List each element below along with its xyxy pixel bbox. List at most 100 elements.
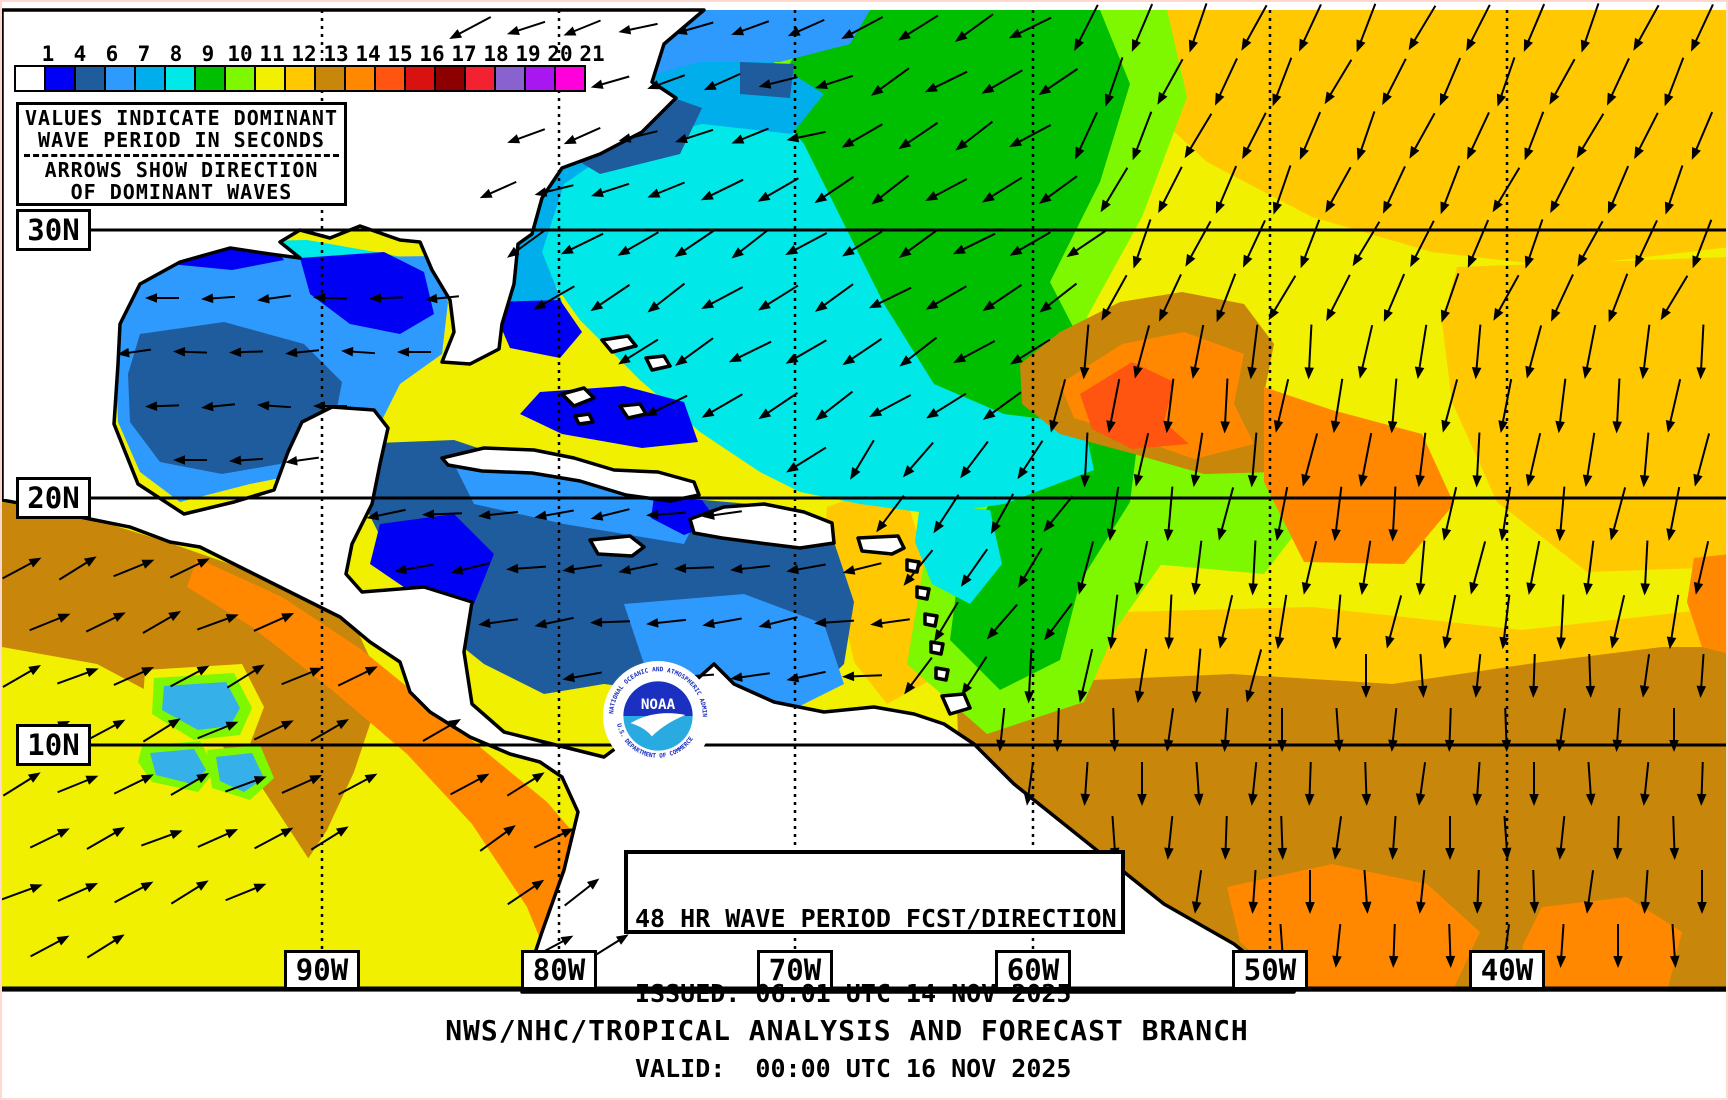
wave-arrow (1273, 57, 1293, 102)
wave-arrow-head (313, 401, 325, 411)
wave-arrow-head (586, 878, 600, 890)
wave-arrow (1328, 274, 1351, 317)
wave-arrow-head (1664, 201, 1674, 215)
wave-arrow-head (85, 668, 99, 678)
wave-arrow-head (1387, 421, 1398, 434)
wave-arrow-head (1331, 847, 1342, 860)
wave-arrow-head (1330, 420, 1341, 434)
wave-arrow (450, 775, 485, 796)
wave-arrow-head (904, 681, 916, 695)
wave-arrow (170, 775, 205, 796)
wave-arrow-head (898, 246, 912, 258)
wave-arrow (874, 394, 912, 416)
wave-arrow-head (674, 25, 688, 35)
wave-arrow-head (1066, 246, 1080, 258)
wave-arrow (1391, 815, 1397, 855)
wave-arrow-head (229, 347, 242, 357)
wave-arrow (1448, 923, 1452, 963)
wave-arrow-head (196, 665, 210, 676)
wave-arrow (1056, 707, 1060, 747)
wave-arrow-head (1551, 308, 1561, 322)
wave-arrow-head (1585, 685, 1596, 698)
wave-arrow-head (961, 682, 973, 696)
wave-arrow-head (1693, 473, 1703, 487)
wave-arrow (1585, 432, 1596, 482)
region-gold-top-right-13s (1097, 10, 1726, 267)
wave-arrow (1615, 707, 1621, 747)
wave-arrow-head (1132, 147, 1142, 161)
wave-arrow (1391, 378, 1398, 428)
wave-arrow-head (1640, 793, 1650, 806)
wave-arrow-head (1356, 39, 1366, 53)
wave-arrow-head (925, 191, 939, 202)
wave-arrow (1019, 440, 1044, 475)
wave-arrow (903, 229, 938, 256)
wave-arrow (1418, 432, 1427, 482)
wave-arrow (1695, 433, 1711, 482)
wave-arrow-head (934, 628, 945, 642)
wave-arrow-head (1106, 420, 1116, 433)
wave-arrow (253, 614, 290, 632)
colorbar-tick-21: 21 (579, 42, 605, 66)
wave-arrow-head (1157, 91, 1168, 105)
wave-arrow-head (422, 509, 435, 520)
wave-arrow-head (1134, 582, 1144, 595)
wave-arrow (58, 558, 93, 581)
wave-arrow (987, 391, 1022, 418)
wave-arrow-head (1669, 847, 1680, 860)
wave-arrow-head (982, 192, 995, 203)
wave-arrow-head (1301, 582, 1312, 595)
wave-arrow-head (1358, 474, 1368, 487)
wave-arrow-head (534, 187, 548, 197)
wave-arrow-head (533, 299, 547, 310)
region-orange-pacific-coast-15s (187, 558, 660, 992)
wave-arrow (225, 885, 262, 902)
wave-arrow-head (785, 245, 799, 256)
wave-arrow (1083, 761, 1089, 801)
wave-arrow-head (229, 455, 242, 466)
wave-arrow (990, 603, 1018, 636)
wave-arrow-head (364, 773, 378, 784)
wave-arrow-head (169, 830, 183, 840)
colorbar-swatch-12 (344, 65, 376, 92)
wave-arrow-head (1163, 739, 1174, 752)
wave-arrow-head (1383, 200, 1393, 214)
colorbar-tick-13: 13 (323, 42, 349, 66)
wave-arrow (2, 559, 37, 580)
wave-arrow-head (1242, 146, 1252, 160)
wave-arrow-head (1331, 528, 1341, 542)
wave-arrow-head (1640, 901, 1651, 914)
wave-arrow-head (1220, 847, 1231, 860)
wave-arrow-head (1107, 636, 1117, 650)
wave-arrow (1700, 761, 1704, 801)
wave-arrow (1014, 338, 1051, 363)
wave-arrow (1219, 487, 1235, 536)
wave-arrow-head (1220, 421, 1230, 434)
longitude-label-70W: 70W (757, 950, 833, 990)
wave-arrow-head (982, 300, 996, 312)
wave-arrow (875, 67, 910, 94)
wave-arrow (1475, 432, 1481, 482)
wave-arrow (1671, 923, 1677, 963)
wave-arrow-head (841, 29, 855, 40)
wave-arrow-head (1444, 739, 1455, 752)
land-cuba (440, 446, 701, 503)
wave-arrow (929, 70, 968, 91)
colorbar-swatch-13 (374, 65, 406, 92)
wave-arrow-head (758, 79, 772, 89)
colorbar-tick-6: 6 (105, 42, 119, 66)
wave-arrow-head (1445, 848, 1455, 860)
wave-arrow-head (786, 462, 799, 473)
colorbar-tick-1: 1 (41, 42, 55, 66)
wave-arrow-head (615, 934, 629, 945)
wave-arrow-head (1528, 685, 1539, 698)
region-steel-patch-north-2-6s (740, 62, 794, 98)
wave-arrow-head (1525, 365, 1535, 379)
wave-arrow-head (531, 772, 545, 783)
wave-arrow-head (1352, 253, 1363, 267)
wave-arrow-head (1158, 200, 1168, 214)
wave-arrow (1588, 653, 1592, 693)
wave-arrow-head (1582, 474, 1593, 488)
colorbar-tick-9: 9 (201, 42, 215, 66)
wave-arrow (1160, 166, 1183, 209)
